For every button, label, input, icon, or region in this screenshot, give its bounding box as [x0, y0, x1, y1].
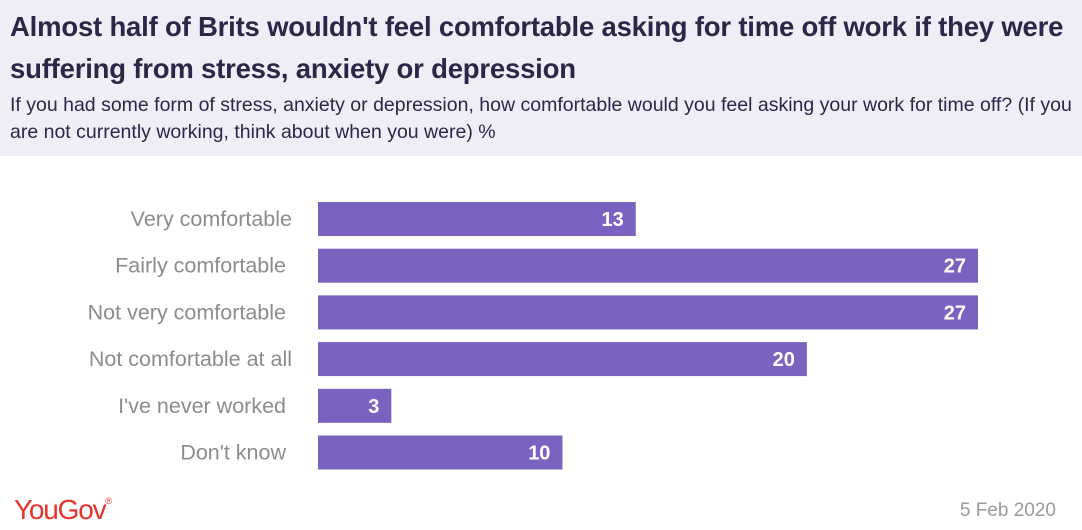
category-label: I've never worked [118, 394, 286, 418]
registered-mark: ® [105, 496, 113, 506]
bar [318, 388, 392, 423]
value-label: 27 [944, 302, 966, 324]
value-label: 3 [368, 396, 379, 418]
bar [318, 248, 978, 283]
chart-subtitle: If you had some form of stress, anxiety … [10, 94, 1072, 143]
bar [318, 295, 978, 330]
bar [318, 342, 807, 377]
category-label: Not very comfortable [88, 300, 286, 324]
publish-date: 5 Feb 2020 [959, 500, 1056, 521]
category-label: Very comfortable [131, 207, 292, 231]
bar [318, 435, 563, 470]
bar-chart: Very comfortable 13 Fairly comfortable 27 No… [88, 202, 978, 470]
brand-text: YouGov [14, 494, 107, 525]
chart-header: Almost half of Brits wouldn't feel comfo… [0, 0, 1082, 156]
category-label: Not comfortable at all [89, 347, 292, 371]
value-label: 27 [944, 256, 966, 278]
value-label: 20 [773, 349, 795, 371]
category-label: Fairly comfortable [115, 254, 286, 278]
bar [318, 202, 636, 236]
yougov-logo: YouGov® [14, 494, 112, 526]
value-label: 10 [528, 443, 550, 465]
chart-title: Almost half of Brits wouldn't feel comfo… [10, 11, 1064, 84]
value-label: 13 [602, 209, 624, 231]
category-label: Don't know [180, 441, 286, 465]
